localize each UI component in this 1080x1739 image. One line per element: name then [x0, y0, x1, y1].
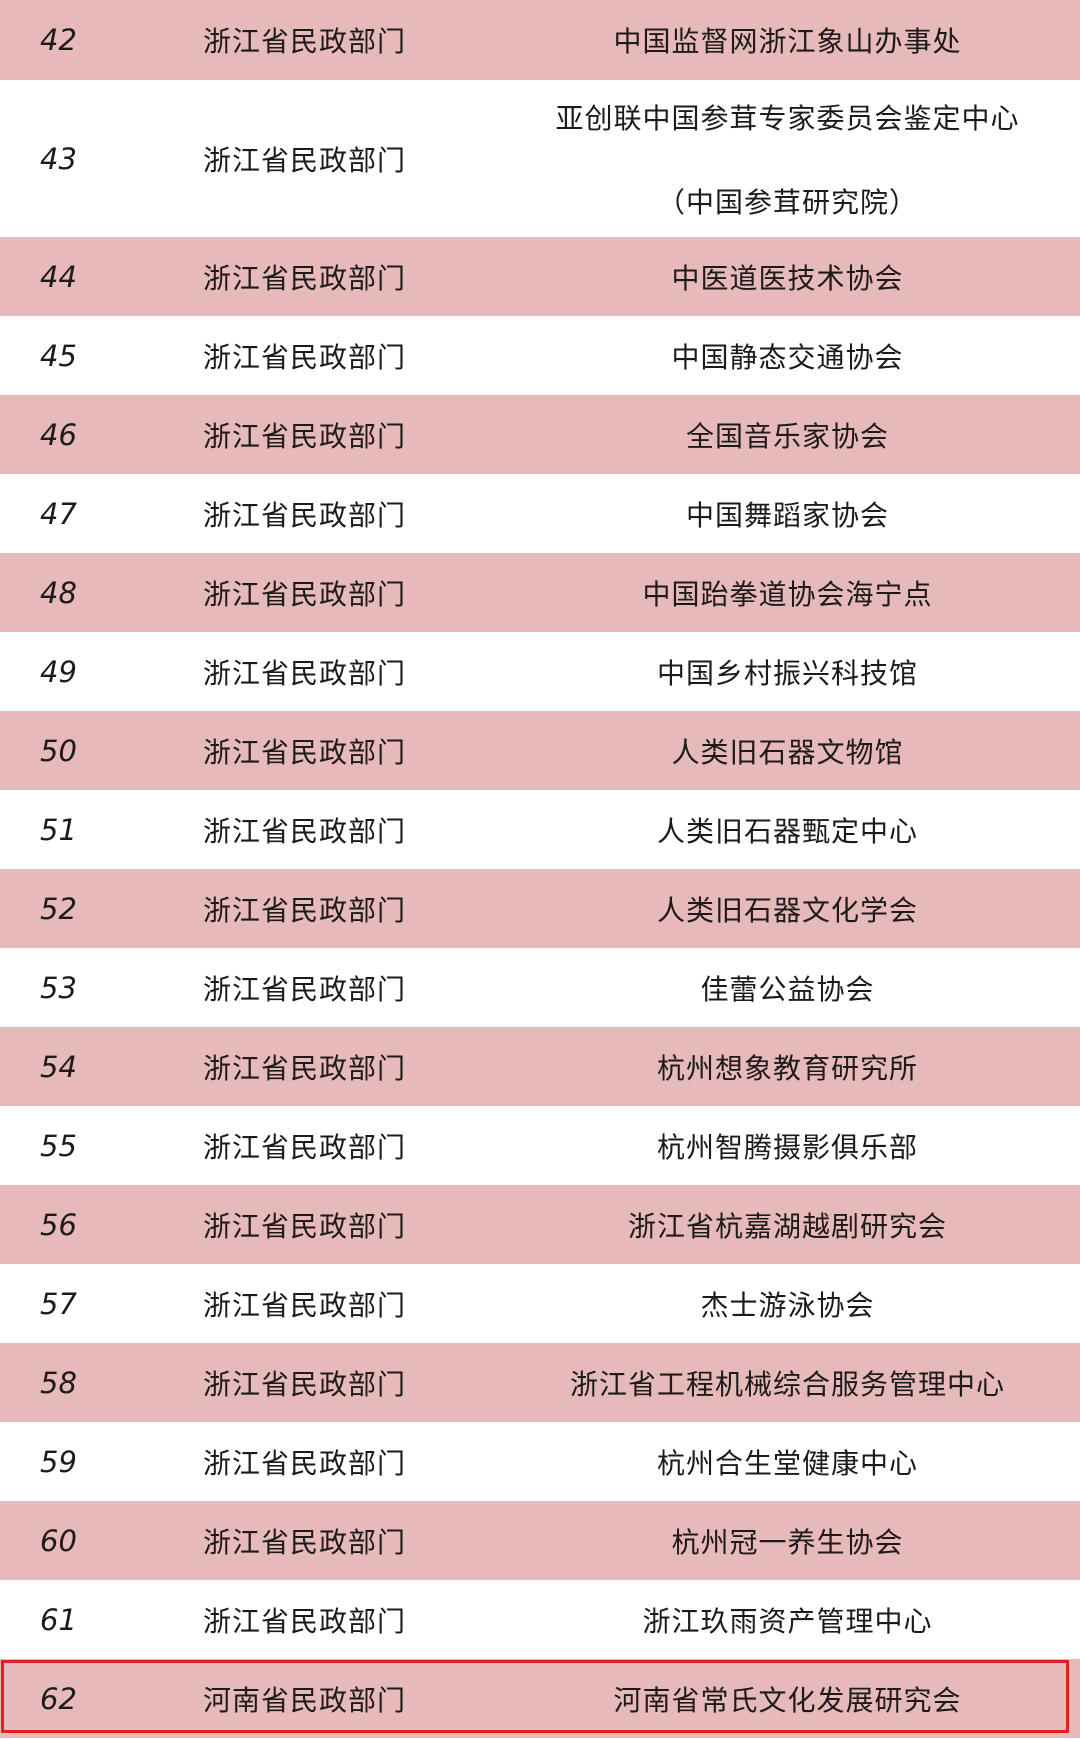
table-row: 45 浙江省民政部门 中国静态交通协会: [0, 316, 1080, 395]
department-cell: 浙江省民政部门: [203, 1446, 407, 1480]
row-number: 56: [40, 1207, 77, 1242]
table-row: 44 浙江省民政部门 中医道医技术协会: [0, 237, 1080, 316]
row-number: 60: [40, 1523, 77, 1558]
table-row: 54 浙江省民政部门 杭州想象教育研究所: [0, 1027, 1080, 1106]
table-row: 53 浙江省民政部门 佳蕾公益协会: [0, 948, 1080, 1027]
row-number: 59: [40, 1444, 77, 1479]
department-cell: 浙江省民政部门: [203, 340, 407, 374]
row-number: 57: [40, 1286, 77, 1321]
organization-name-cell: 杭州智腾摄影俱乐部: [656, 1130, 918, 1164]
table-row: 51 浙江省民政部门 人类旧石器甄定中心: [0, 790, 1080, 869]
department-cell: 河南省民政部门: [203, 1683, 407, 1717]
row-number: 43: [40, 141, 77, 176]
row-number: 50: [40, 733, 77, 768]
department-cell: 浙江省民政部门: [203, 814, 407, 848]
organization-name-cell: 人类旧石器文化学会: [656, 893, 918, 927]
organization-name-cell: 浙江省工程机械综合服务管理中心: [569, 1367, 1005, 1401]
organization-name-line1: 亚创联中国参茸专家委员会鉴定中心: [555, 101, 1020, 135]
table-row: 52 浙江省民政部门 人类旧石器文化学会: [0, 869, 1080, 948]
row-number: 51: [40, 812, 77, 847]
organization-name-line2: （中国参茸研究院）: [656, 185, 918, 219]
organization-name-cell: 中国舞蹈家协会: [685, 498, 889, 532]
organization-name-cell: 中国跆拳道协会海宁点: [642, 577, 933, 611]
organization-name-cell: 杭州想象教育研究所: [656, 1051, 918, 1085]
row-number: 48: [40, 575, 77, 610]
department-cell: 浙江省民政部门: [203, 143, 407, 177]
table-row: 46 浙江省民政部门 全国音乐家协会: [0, 395, 1080, 474]
department-cell: 浙江省民政部门: [203, 1525, 407, 1559]
organization-name-cell: 浙江省杭嘉湖越剧研究会: [627, 1209, 947, 1243]
department-cell: 浙江省民政部门: [203, 498, 407, 532]
table-row: 49 浙江省民政部门 中国乡村振兴科技馆: [0, 632, 1080, 711]
department-cell: 浙江省民政部门: [203, 419, 407, 453]
table-row: 42 浙江省民政部门 中国监督网浙江象山办事处: [0, 0, 1080, 80]
table-row: 57 浙江省民政部门 杰士游泳协会: [0, 1264, 1080, 1343]
department-cell: 浙江省民政部门: [203, 261, 407, 295]
department-cell: 浙江省民政部门: [203, 577, 407, 611]
row-number: 49: [40, 654, 77, 689]
table-row: 58 浙江省民政部门 浙江省工程机械综合服务管理中心: [0, 1343, 1080, 1422]
department-cell: 浙江省民政部门: [203, 893, 407, 927]
organization-name-cell: 浙江玖雨资产管理中心: [642, 1604, 933, 1638]
row-number: 46: [40, 417, 77, 452]
table-row: 55 浙江省民政部门 杭州智腾摄影俱乐部: [0, 1106, 1080, 1185]
row-number: 53: [40, 970, 77, 1005]
department-cell: 浙江省民政部门: [203, 25, 407, 58]
organization-name-cell: 河南省常氏文化发展研究会: [613, 1683, 962, 1717]
row-number: 52: [40, 891, 77, 926]
department-cell: 浙江省民政部门: [203, 1288, 407, 1322]
department-cell: 浙江省民政部门: [203, 1367, 407, 1401]
organization-name-cell: 人类旧石器甄定中心: [656, 814, 918, 848]
organization-name-cell: 亚创联中国参茸专家委员会鉴定中心 （中国参茸研究院）: [520, 97, 1055, 221]
organization-name-cell: 杰士游泳协会: [700, 1288, 875, 1322]
organization-name-cell: 全国音乐家协会: [685, 419, 889, 453]
table-row: 48 浙江省民政部门 中国跆拳道协会海宁点: [0, 553, 1080, 632]
row-number: 47: [40, 496, 77, 531]
row-number: 58: [40, 1365, 77, 1400]
department-cell: 浙江省民政部门: [203, 735, 407, 769]
department-cell: 浙江省民政部门: [203, 1051, 407, 1085]
table-row: 61 浙江省民政部门 浙江玖雨资产管理中心: [0, 1580, 1080, 1659]
organization-name-cell: 中国静态交通协会: [671, 340, 904, 374]
department-cell: 浙江省民政部门: [203, 1604, 407, 1638]
row-number: 61: [40, 1602, 77, 1637]
table-row: 60 浙江省民政部门 杭州冠一养生协会: [0, 1501, 1080, 1580]
table-row: 56 浙江省民政部门 浙江省杭嘉湖越剧研究会: [0, 1185, 1080, 1264]
row-number: 62: [40, 1681, 77, 1716]
row-number: 44: [40, 259, 77, 294]
table-row: 62 河南省民政部门 河南省常氏文化发展研究会: [0, 1659, 1080, 1738]
table-row: 59 浙江省民政部门 杭州合生堂健康中心: [0, 1422, 1080, 1501]
row-number: 42: [40, 23, 77, 57]
organization-name-cell: 中国乡村振兴科技馆: [656, 656, 918, 690]
organization-name-cell: 中国监督网浙江象山办事处: [613, 25, 962, 58]
department-cell: 浙江省民政部门: [203, 1209, 407, 1243]
organization-name-cell: 人类旧石器文物馆: [671, 735, 904, 769]
row-number: 54: [40, 1049, 77, 1084]
table-row: 43 浙江省民政部门 亚创联中国参茸专家委员会鉴定中心 （中国参茸研究院）: [0, 80, 1080, 237]
organization-name-cell: 杭州冠一养生协会: [671, 1525, 904, 1559]
organization-name-cell: 杭州合生堂健康中心: [656, 1446, 918, 1480]
row-number: 45: [40, 338, 77, 373]
row-number: 55: [40, 1128, 77, 1163]
organization-name-cell: 中医道医技术协会: [671, 261, 904, 295]
table-row: 50 浙江省民政部门 人类旧石器文物馆: [0, 711, 1080, 790]
organization-name-cell: 佳蕾公益协会: [700, 972, 875, 1006]
department-cell: 浙江省民政部门: [203, 1130, 407, 1164]
department-cell: 浙江省民政部门: [203, 656, 407, 690]
table-row: 47 浙江省民政部门 中国舞蹈家协会: [0, 474, 1080, 553]
department-cell: 浙江省民政部门: [203, 972, 407, 1006]
